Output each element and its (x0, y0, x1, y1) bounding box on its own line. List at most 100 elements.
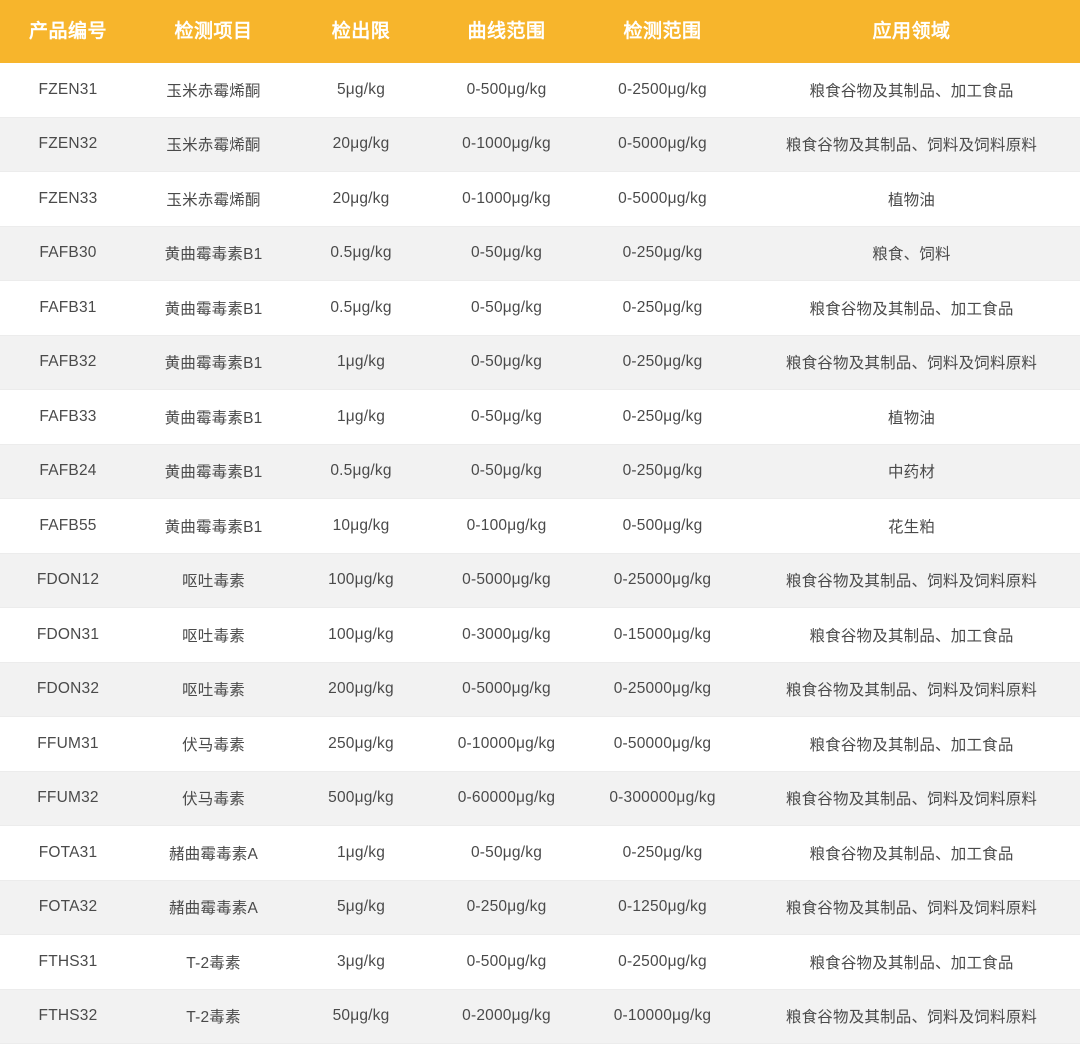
cell-detection-range: 0-300000μg/kg (582, 771, 743, 826)
table-header: 产品编号 检测项目 检出限 曲线范围 检测范围 应用领域 (0, 0, 1080, 63)
cell-curve-range: 0-250μg/kg (431, 880, 582, 935)
cell-product-code: FAFB31 (0, 280, 136, 336)
cell-detection-item: 黄曲霉毒素B1 (136, 226, 291, 281)
cell-application-field: 植物油 (743, 389, 1080, 445)
cell-detection-item: 呕吐毒素 (136, 607, 291, 663)
cell-detection-limit: 0.5μg/kg (291, 444, 431, 499)
table-header-row: 产品编号 检测项目 检出限 曲线范围 检测范围 应用领域 (0, 0, 1080, 63)
cell-detection-item: T-2毒素 (136, 989, 291, 1044)
cell-detection-limit: 250μg/kg (291, 716, 431, 772)
cell-application-field: 植物油 (743, 171, 1080, 227)
table-body: FZEN31 玉米赤霉烯酮 5μg/kg 0-500μg/kg 0-2500μg/kg 粮… (0, 63, 1080, 1044)
cell-curve-range: 0-50μg/kg (431, 335, 582, 390)
cell-product-code: FFUM32 (0, 771, 136, 826)
cell-application-field: 粮食谷物及其制品、加工食品 (743, 63, 1080, 118)
cell-detection-limit: 100μg/kg (291, 553, 431, 608)
column-header-curve-range: 曲线范围 (431, 0, 582, 63)
cell-product-code: FAFB24 (0, 444, 136, 499)
cell-curve-range: 0-1000μg/kg (431, 171, 582, 227)
cell-detection-range: 0-25000μg/kg (582, 553, 743, 608)
cell-curve-range: 0-5000μg/kg (431, 553, 582, 608)
cell-detection-range: 0-250μg/kg (582, 825, 743, 881)
table-row: FOTA32 赭曲霉毒素A 5μg/kg 0-250μg/kg 0-1250μg/kg 粮… (0, 880, 1080, 935)
cell-detection-limit: 1μg/kg (291, 825, 431, 881)
cell-product-code: FDON31 (0, 607, 136, 663)
cell-detection-item: 赭曲霉毒素A (136, 825, 291, 881)
cell-detection-range: 0-15000μg/kg (582, 607, 743, 663)
cell-curve-range: 0-3000μg/kg (431, 607, 582, 663)
cell-application-field: 粮食谷物及其制品、加工食品 (743, 280, 1080, 336)
cell-detection-item: 伏马毒素 (136, 771, 291, 826)
cell-application-field: 粮食谷物及其制品、饲料及饲料原料 (743, 771, 1080, 826)
cell-curve-range: 0-500μg/kg (431, 934, 582, 990)
cell-curve-range: 0-50μg/kg (431, 280, 582, 336)
table-row: FAFB24 黄曲霉毒素B1 0.5μg/kg 0-50μg/kg 0-250μg/kg… (0, 444, 1080, 499)
table-row: FZEN31 玉米赤霉烯酮 5μg/kg 0-500μg/kg 0-2500μg/kg 粮… (0, 63, 1080, 118)
cell-detection-item: 呕吐毒素 (136, 553, 291, 608)
cell-detection-range: 0-10000μg/kg (582, 989, 743, 1044)
cell-detection-range: 0-2500μg/kg (582, 934, 743, 990)
cell-detection-range: 0-5000μg/kg (582, 117, 743, 172)
cell-detection-item: T-2毒素 (136, 934, 291, 990)
cell-detection-limit: 0.5μg/kg (291, 226, 431, 281)
cell-detection-range: 0-5000μg/kg (582, 171, 743, 227)
cell-application-field: 粮食谷物及其制品、加工食品 (743, 934, 1080, 990)
table-row: FAFB32 黄曲霉毒素B1 1μg/kg 0-50μg/kg 0-250μg/kg 粮食… (0, 335, 1080, 390)
cell-detection-limit: 500μg/kg (291, 771, 431, 826)
cell-detection-item: 黄曲霉毒素B1 (136, 498, 291, 554)
cell-detection-limit: 1μg/kg (291, 389, 431, 445)
cell-detection-item: 黄曲霉毒素B1 (136, 280, 291, 336)
cell-product-code: FDON12 (0, 553, 136, 608)
cell-product-code: FAFB33 (0, 389, 136, 445)
cell-application-field: 粮食谷物及其制品、饲料及饲料原料 (743, 335, 1080, 390)
cell-detection-limit: 5μg/kg (291, 880, 431, 935)
cell-detection-range: 0-250μg/kg (582, 226, 743, 281)
cell-detection-range: 0-250μg/kg (582, 280, 743, 336)
cell-application-field: 粮食谷物及其制品、饲料及饲料原料 (743, 880, 1080, 935)
cell-detection-range: 0-250μg/kg (582, 389, 743, 445)
cell-product-code: FZEN33 (0, 171, 136, 227)
cell-detection-item: 玉米赤霉烯酮 (136, 63, 291, 118)
cell-curve-range: 0-5000μg/kg (431, 662, 582, 717)
cell-application-field: 粮食谷物及其制品、加工食品 (743, 716, 1080, 772)
cell-product-code: FOTA32 (0, 880, 136, 935)
cell-detection-range: 0-25000μg/kg (582, 662, 743, 717)
cell-curve-range: 0-10000μg/kg (431, 716, 582, 772)
cell-curve-range: 0-500μg/kg (431, 63, 582, 118)
cell-detection-range: 0-250μg/kg (582, 335, 743, 390)
cell-application-field: 粮食、饲料 (743, 226, 1080, 281)
cell-detection-limit: 20μg/kg (291, 171, 431, 227)
cell-detection-item: 玉米赤霉烯酮 (136, 171, 291, 227)
cell-application-field: 粮食谷物及其制品、饲料及饲料原料 (743, 989, 1080, 1044)
cell-product-code: FFUM31 (0, 716, 136, 772)
cell-product-code: FOTA31 (0, 825, 136, 881)
cell-application-field: 粮食谷物及其制品、饲料及饲料原料 (743, 553, 1080, 608)
cell-curve-range: 0-2000μg/kg (431, 989, 582, 1044)
table-row: FAFB33 黄曲霉毒素B1 1μg/kg 0-50μg/kg 0-250μg/kg 植物… (0, 389, 1080, 445)
cell-detection-limit: 50μg/kg (291, 989, 431, 1044)
cell-detection-limit: 20μg/kg (291, 117, 431, 172)
cell-product-code: FTHS31 (0, 934, 136, 990)
table-row: FAFB31 黄曲霉毒素B1 0.5μg/kg 0-50μg/kg 0-250μg/kg… (0, 280, 1080, 336)
cell-product-code: FAFB55 (0, 498, 136, 554)
cell-detection-limit: 200μg/kg (291, 662, 431, 717)
cell-application-field: 粮食谷物及其制品、加工食品 (743, 607, 1080, 663)
table-row: FZEN33 玉米赤霉烯酮 20μg/kg 0-1000μg/kg 0-5000μg/k… (0, 171, 1080, 227)
cell-application-field: 花生粕 (743, 498, 1080, 554)
table-row: FTHS32 T-2毒素 50μg/kg 0-2000μg/kg 0-10000μg/k… (0, 989, 1080, 1044)
table-row: FZEN32 玉米赤霉烯酮 20μg/kg 0-1000μg/kg 0-5000μg/k… (0, 117, 1080, 172)
cell-application-field: 粮食谷物及其制品、饲料及饲料原料 (743, 117, 1080, 172)
column-header-product-code: 产品编号 (0, 0, 136, 63)
cell-product-code: FAFB32 (0, 335, 136, 390)
cell-detection-range: 0-1250μg/kg (582, 880, 743, 935)
column-header-detection-limit: 检出限 (291, 0, 431, 63)
cell-application-field: 中药材 (743, 444, 1080, 499)
cell-product-code: FTHS32 (0, 989, 136, 1044)
table-row: FDON31 呕吐毒素 100μg/kg 0-3000μg/kg 0-15000μg/k… (0, 607, 1080, 663)
table-row: FOTA31 赭曲霉毒素A 1μg/kg 0-50μg/kg 0-250μg/kg 粮食谷… (0, 825, 1080, 881)
cell-curve-range: 0-50μg/kg (431, 389, 582, 445)
cell-detection-limit: 5μg/kg (291, 63, 431, 118)
column-header-application-field: 应用领域 (743, 0, 1080, 63)
cell-curve-range: 0-1000μg/kg (431, 117, 582, 172)
